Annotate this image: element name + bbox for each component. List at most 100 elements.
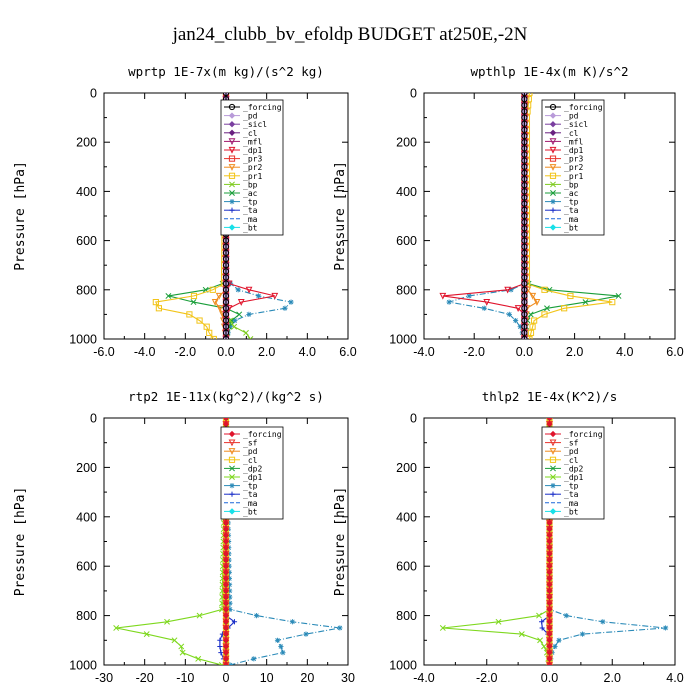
legend-swatch-marker — [549, 155, 557, 162]
data-point — [222, 538, 230, 545]
legend-item: _ma — [224, 499, 258, 508]
legend-item: _dp1 — [545, 473, 583, 482]
data-point — [222, 612, 230, 619]
legend-item: _ac — [224, 189, 258, 198]
data-point — [521, 169, 528, 177]
legend-label: _ma — [243, 215, 258, 224]
x-tick-label: -30 — [95, 671, 113, 685]
y-tick-label: 200 — [396, 461, 417, 475]
data-point — [546, 418, 553, 422]
data-point — [222, 587, 230, 595]
legend-swatch-marker — [550, 181, 556, 188]
data-point — [206, 329, 213, 336]
data-point — [216, 305, 224, 312]
y-tick-label: 1000 — [69, 659, 97, 673]
y-tick-label: 0 — [90, 87, 97, 101]
data-point — [541, 286, 548, 293]
data-point — [541, 643, 547, 650]
legend-item: _sicl — [545, 120, 588, 129]
data-point — [521, 108, 528, 115]
data-point — [278, 643, 284, 650]
y-tick-label: 0 — [410, 412, 417, 426]
legend-label: _ma — [564, 215, 579, 224]
legend-label: _pd — [564, 447, 579, 456]
legend-label: _pr2 — [243, 163, 262, 172]
data-point — [179, 649, 186, 656]
data-point — [546, 643, 553, 650]
x-tick-label: 2.0 — [604, 671, 621, 685]
data-point — [546, 618, 553, 625]
data-point — [231, 619, 238, 625]
x-tick-label: 4.0 — [616, 345, 633, 359]
data-point — [222, 519, 230, 527]
data-point — [222, 255, 230, 263]
x-tick-label: 4.0 — [666, 671, 683, 685]
data-point — [235, 287, 241, 293]
data-point — [196, 317, 203, 324]
legend-item: _pd — [224, 447, 258, 456]
data-point — [521, 323, 528, 330]
data-point — [521, 255, 528, 263]
data-point — [227, 588, 233, 594]
x-tick-label: -10 — [176, 671, 194, 685]
data-point — [245, 286, 253, 294]
legend-swatch-marker — [550, 474, 556, 480]
data-point — [521, 145, 528, 152]
data-point — [253, 613, 260, 619]
legend-label: _ta — [243, 206, 258, 215]
data-point — [222, 637, 230, 644]
legend-label: _pr2 — [564, 163, 583, 172]
legend-swatch-marker — [228, 121, 236, 128]
data-point — [222, 618, 230, 625]
data-point — [546, 624, 553, 632]
legend-swatch-marker — [550, 190, 556, 196]
legend-label: _mfl — [564, 137, 583, 146]
data-point — [190, 299, 197, 306]
panel-4: thlp2 1E-4x(K^2)/s Pressure [hPa] -4.0 -2.0… — [333, 389, 684, 685]
panel-1: wprtp 1E-7x(m kg)/(s^2 kg) Pressure [hPa]… — [13, 64, 357, 359]
data-point — [222, 237, 230, 244]
legend-item: _pr2 — [224, 163, 262, 172]
legend-label: _tp — [243, 198, 258, 207]
panel-3: rtp2 1E-11x(kg^2)/(kg^2 s) Pressure [hPa]… — [13, 389, 355, 685]
legend-item: _cl — [545, 129, 579, 138]
data-point — [546, 661, 553, 665]
legend-item: _bt — [224, 507, 258, 516]
data-point — [506, 311, 512, 317]
data-point — [546, 575, 553, 582]
legend-label: _forcing — [243, 430, 282, 439]
legend-label: _sf — [243, 439, 258, 448]
panel-title: rtp2 1E-11x(kg^2)/(kg^2 s) — [128, 389, 324, 404]
data-point — [222, 624, 230, 632]
data-point — [521, 335, 528, 339]
legend-item: _pd — [545, 112, 579, 121]
legend-swatch-marker — [229, 199, 235, 205]
legend-label: _pr1 — [564, 172, 583, 181]
data-point — [222, 600, 230, 607]
data-point — [280, 650, 286, 656]
legend-item: _bp — [545, 180, 579, 189]
legend-swatch-marker — [549, 508, 557, 515]
legend-item: _tp — [545, 482, 579, 491]
data-point — [222, 262, 230, 269]
data-point — [251, 656, 257, 662]
legend-item: _dp1 — [224, 146, 262, 155]
data-point — [521, 268, 528, 275]
y-tick-label: 1000 — [389, 659, 417, 673]
data-point — [521, 194, 528, 201]
legend-item: _ma — [224, 215, 258, 224]
y-axis-label: Pressure [hPa] — [333, 487, 348, 597]
legend-item: _forcing — [224, 103, 282, 112]
data-point — [521, 163, 528, 170]
legend-swatch-marker — [549, 146, 557, 154]
legend-item: _ta — [545, 490, 579, 499]
data-point — [227, 600, 233, 606]
data-point — [439, 292, 447, 300]
data-point — [552, 643, 558, 650]
data-point — [247, 336, 254, 339]
legend-item: _bt — [224, 223, 258, 232]
data-point — [222, 329, 230, 336]
data-point — [243, 329, 249, 336]
x-tick-label: -2.0 — [476, 671, 498, 685]
